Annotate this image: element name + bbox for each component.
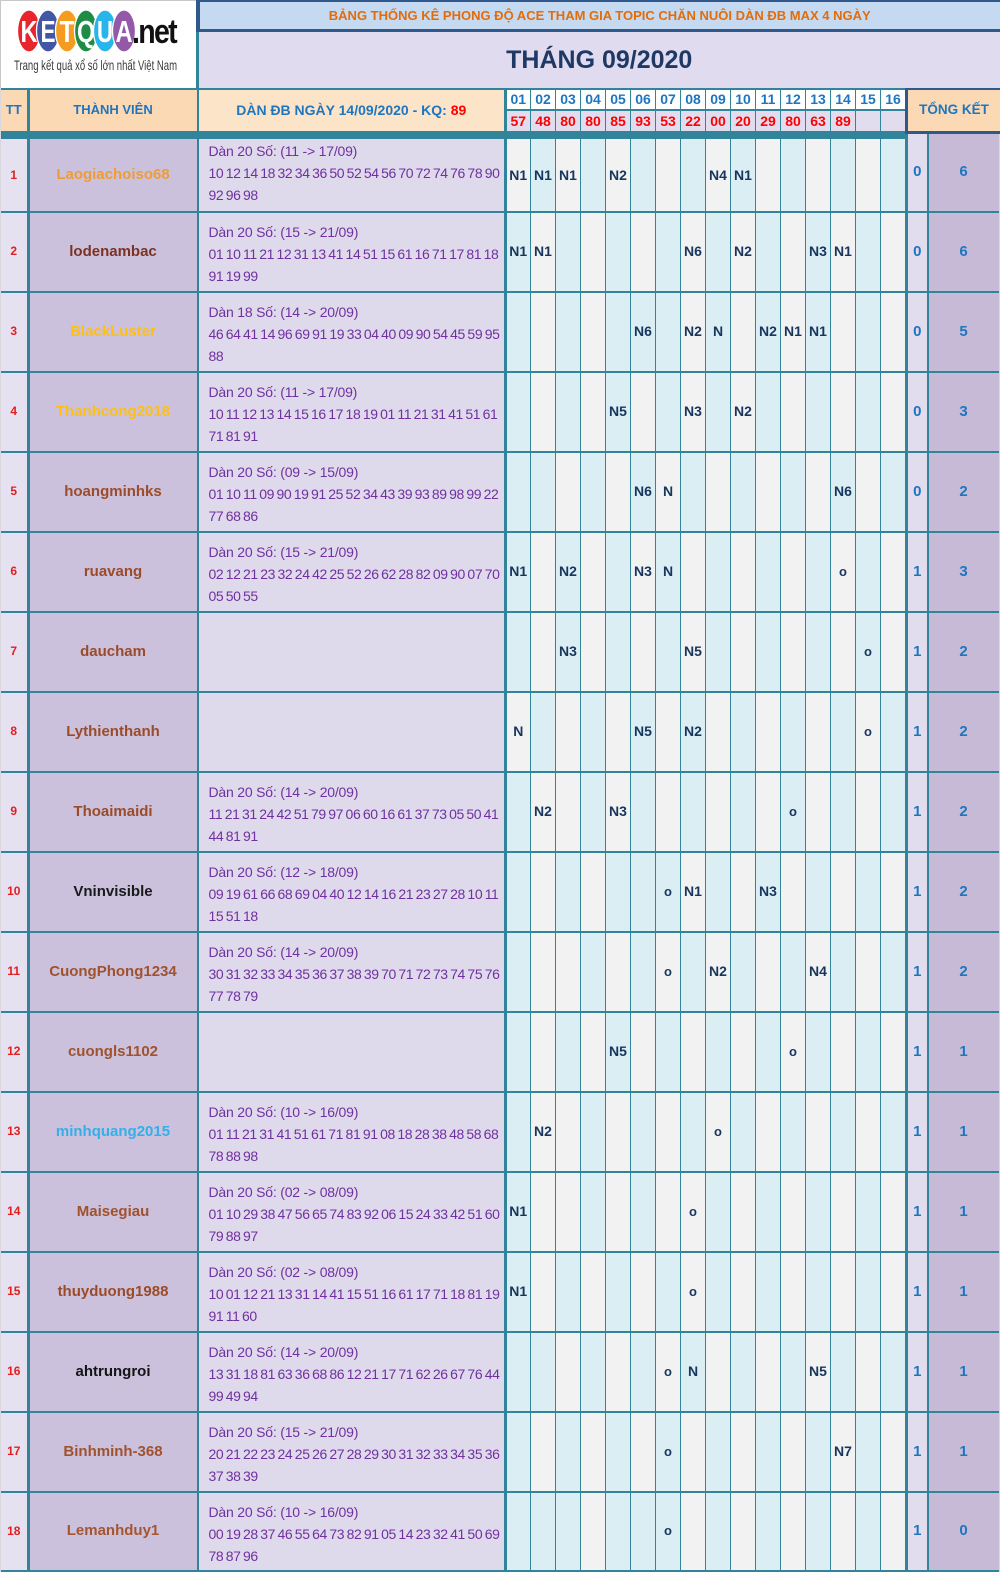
svg-text:K: K [21,14,38,49]
svg-text:U: U [97,14,113,49]
svg-text:A: A [116,14,133,49]
svg-text:T: T [60,14,75,49]
svg-text:.net: .net [132,13,177,51]
svg-text:E: E [41,14,56,49]
svg-text:Q: Q [77,14,95,49]
svg-text:Trang kết quả xổ số lớn nhất V: Trang kết quả xổ số lớn nhất Việt Nam [14,57,177,73]
